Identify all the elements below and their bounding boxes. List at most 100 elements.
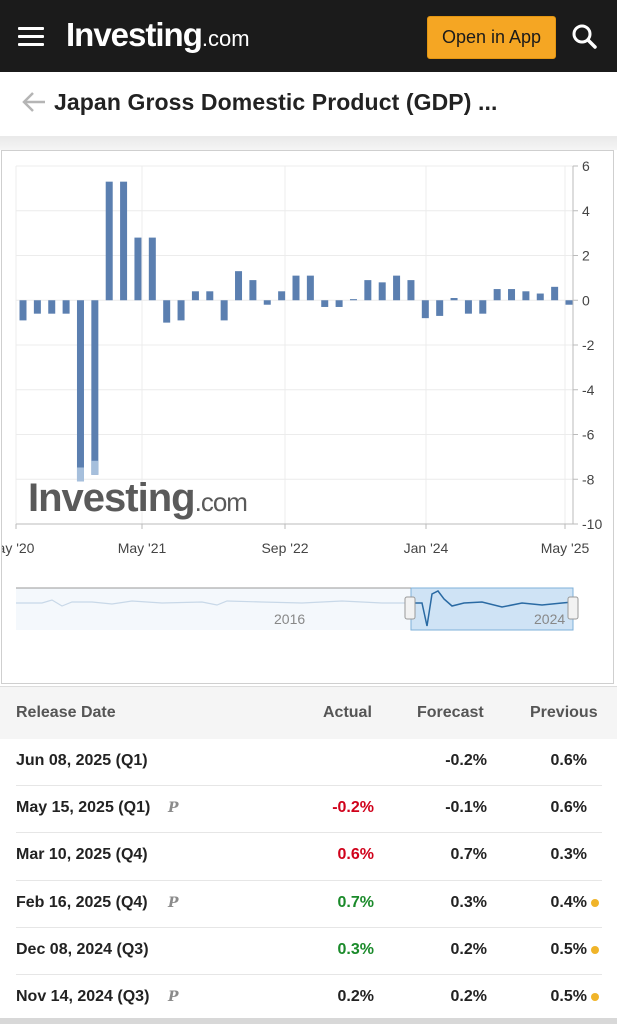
chart-bar[interactable] xyxy=(378,282,386,301)
page-title: Japan Gross Domestic Product (GDP) ... xyxy=(54,89,498,115)
column-header-actual[interactable]: Actual xyxy=(323,704,372,721)
navigator-history-line xyxy=(16,599,411,607)
chart-bar[interactable] xyxy=(493,289,501,301)
chart-bar[interactable] xyxy=(349,299,357,301)
chart-bar[interactable] xyxy=(421,300,429,319)
chart-bar[interactable] xyxy=(393,275,401,301)
row-divider xyxy=(16,832,602,833)
chart-watermark: Investing.com xyxy=(28,476,248,520)
release-date-cell: Jun 08, 2025 (Q1) xyxy=(16,752,148,769)
chart-bar[interactable] xyxy=(364,280,372,301)
range-navigator[interactable]: 2016 2024 xyxy=(16,587,579,631)
column-header-forecast[interactable]: Forecast xyxy=(417,704,484,721)
chart-bar[interactable] xyxy=(191,291,199,301)
chart-bar[interactable] xyxy=(306,275,314,301)
chart-bar[interactable] xyxy=(235,271,243,301)
chart-bar[interactable] xyxy=(177,300,185,321)
forecast-value-cell: -0.2% xyxy=(445,752,487,769)
title-bar xyxy=(0,72,617,137)
chart-bar[interactable] xyxy=(62,300,70,314)
forecast-value-cell: 0.3% xyxy=(450,894,487,911)
chart-bar[interactable] xyxy=(220,300,228,321)
back-arrow-icon[interactable] xyxy=(20,88,48,116)
revision-dot-icon xyxy=(591,993,599,1001)
chart-bar[interactable] xyxy=(551,286,559,301)
bottom-divider xyxy=(0,1018,617,1024)
chart-bar[interactable] xyxy=(335,300,343,307)
chart-bar[interactable] xyxy=(134,237,142,301)
svg-text:Investing.com: Investing.com xyxy=(28,476,247,520)
navigator-selected-line xyxy=(411,590,574,627)
x-tick-label: ay '20 xyxy=(2,540,35,556)
column-header-release-date[interactable]: Release Date xyxy=(16,704,116,721)
navigator-selected-range[interactable] xyxy=(410,587,574,631)
navigator-label-2024: 2024 xyxy=(534,611,565,627)
column-header-previous[interactable]: Previous xyxy=(530,704,598,721)
y-axis: 6 4 2 0 -2 -4 -6 -8 -10 xyxy=(572,158,602,532)
chart-bar[interactable] xyxy=(292,275,300,301)
navigator-right-handle[interactable] xyxy=(567,596,579,620)
release-date-cell: Nov 14, 2024 (Q3) xyxy=(16,988,150,1005)
release-date-cell: Dec 08, 2024 (Q3) xyxy=(16,941,149,958)
actual-value-cell: 0.2% xyxy=(337,988,374,1005)
chart-bar[interactable] xyxy=(76,300,84,482)
chart-bar[interactable] xyxy=(19,300,27,321)
chart-bar[interactable] xyxy=(508,289,516,301)
chart-bar[interactable] xyxy=(163,300,171,323)
chart-bar[interactable] xyxy=(522,291,530,301)
chart-bar[interactable] xyxy=(105,181,113,301)
investing-logo[interactable]: Investing.com xyxy=(66,16,250,54)
y-tick-label: 2 xyxy=(582,248,590,264)
chart-bar[interactable] xyxy=(278,291,286,301)
chart-bar[interactable] xyxy=(48,300,56,314)
chart-bar[interactable] xyxy=(148,237,156,301)
table-header xyxy=(0,686,617,739)
chart-bar[interactable] xyxy=(263,300,271,305)
chart-bar[interactable] xyxy=(321,300,329,307)
revision-dot-icon xyxy=(591,946,599,954)
navigator-left-handle[interactable] xyxy=(404,596,416,620)
previous-value-cell: 0.3% xyxy=(550,846,587,863)
chart-bar[interactable] xyxy=(206,291,214,301)
chart-bar[interactable] xyxy=(407,280,415,301)
search-icon[interactable] xyxy=(568,22,602,52)
x-tick-label: Jan '24 xyxy=(404,540,449,556)
divider xyxy=(0,136,617,150)
chart-bar[interactable] xyxy=(436,300,444,316)
watermark-main-text: Investing xyxy=(28,476,195,520)
row-divider xyxy=(16,785,602,786)
chart-bar[interactable] xyxy=(565,300,573,305)
gdp-bar-chart: 6 4 2 0 -2 -4 -6 -8 -10 ay '20 May '21 Sep '22 Jan … xyxy=(2,158,602,631)
x-axis: ay '20 May '21 Sep '22 Jan '24 May '25 xyxy=(2,523,590,556)
previous-value-cell: 0.5% xyxy=(550,941,587,958)
y-tick-label: -8 xyxy=(582,471,595,487)
previous-value-cell: 0.6% xyxy=(550,799,587,816)
chart-bar[interactable] xyxy=(536,293,544,301)
chart-bar[interactable] xyxy=(249,280,257,301)
preliminary-badge: P xyxy=(168,989,179,1005)
release-date-cell: Feb 16, 2025 (Q4) xyxy=(16,894,148,911)
forecast-value-cell: 0.2% xyxy=(450,988,487,1005)
chart-bar[interactable] xyxy=(479,300,487,314)
chart-bar[interactable] xyxy=(33,300,41,314)
forecast-value-cell: 0.2% xyxy=(450,941,487,958)
y-tick-label: -4 xyxy=(582,382,595,398)
chart-bar[interactable] xyxy=(91,300,99,475)
y-tick-label: 4 xyxy=(582,203,590,219)
row-divider xyxy=(16,974,602,975)
chart-bar[interactable] xyxy=(120,181,128,301)
logo-suffix-text: .com xyxy=(201,26,250,51)
row-divider xyxy=(16,880,602,881)
chart-bar[interactable] xyxy=(464,300,472,314)
release-date-cell: May 15, 2025 (Q1) xyxy=(16,799,151,816)
x-tick-label: Sep '22 xyxy=(261,540,308,556)
chart-bar-faded-segment xyxy=(91,460,99,475)
chart-bar[interactable] xyxy=(450,298,458,301)
forecast-value-cell: -0.1% xyxy=(445,799,487,816)
menu-icon[interactable] xyxy=(18,27,44,47)
open-in-app-button[interactable]: Open in App xyxy=(427,16,556,59)
revision-dot-icon xyxy=(591,899,599,907)
chart-bars xyxy=(19,181,573,482)
y-tick-label: 6 xyxy=(582,158,590,174)
x-tick-label: May '25 xyxy=(541,540,590,556)
